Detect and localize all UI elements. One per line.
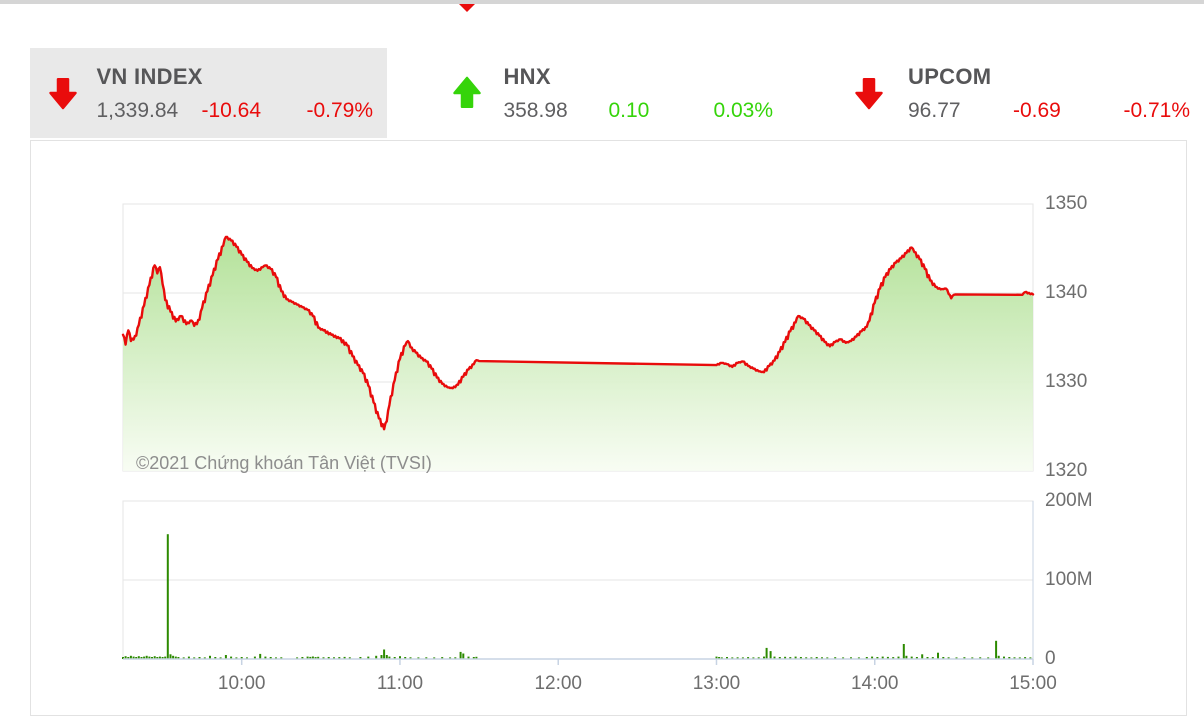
- time-axis-label: 15:00: [1009, 673, 1057, 694]
- price-area: [123, 236, 1033, 471]
- index-card-vnindex[interactable]: VN INDEX 1,339.84 -10.64 -0.79%: [30, 48, 387, 138]
- time-axis-label: 12:00: [534, 673, 582, 694]
- index-value: 96.77: [908, 98, 961, 122]
- index-name: HNX: [503, 63, 551, 89]
- price-line: [121, 235, 1035, 431]
- index-name: VN INDEX: [96, 63, 203, 89]
- price-axis-label: 1350: [1045, 193, 1087, 214]
- price-axis-label: 1320: [1045, 460, 1087, 481]
- index-card-hnx[interactable]: HNX 358.98 0.10 0.03%: [430, 48, 787, 138]
- index-card-upcom[interactable]: UPCOM 96.77 -0.69 -0.71%: [830, 48, 1204, 138]
- down-arrow-icon: [830, 75, 908, 111]
- market-chart-svg[interactable]: 1350 1340 1330 1320 200M 100M 0 10:00 11:00 12:00…: [31, 141, 1186, 715]
- time-axis-label: 13:00: [693, 673, 741, 694]
- intraday-chart-panel[interactable]: 1350 1340 1330 1320 200M 100M 0 10:00 11:00 12:00…: [30, 140, 1187, 716]
- index-change-percent: -0.79%: [306, 98, 373, 122]
- active-tab-pointer-icon: [459, 4, 475, 12]
- time-axis-label: 11:00: [377, 673, 423, 694]
- index-change-percent: -0.71%: [1123, 98, 1190, 122]
- time-axis-label: 10:00: [218, 673, 266, 694]
- down-arrow-icon: [30, 75, 96, 111]
- index-change: -0.69: [1013, 98, 1061, 122]
- index-name: UPCOM: [908, 63, 992, 89]
- index-change: -10.64: [201, 98, 261, 122]
- index-change-percent: 0.03%: [713, 98, 773, 122]
- volume-axis-label: 100M: [1045, 569, 1093, 590]
- time-axis-label: 14:00: [851, 673, 899, 694]
- index-value: 1,339.84: [96, 98, 179, 122]
- price-axis-label: 1340: [1045, 282, 1087, 303]
- watermark-text: ©2021 Chứng khoán Tân Việt (TVSI): [136, 453, 432, 473]
- volume-axis-label: 200M: [1045, 490, 1093, 511]
- index-change: 0.10: [608, 98, 650, 122]
- price-axis-label: 1330: [1045, 371, 1087, 392]
- index-value: 358.98: [503, 98, 568, 122]
- top-divider-bar: [0, 0, 1204, 4]
- volume-axis-label: 0: [1045, 648, 1056, 669]
- up-arrow-icon: [430, 75, 503, 111]
- volume-bars: [122, 534, 1032, 659]
